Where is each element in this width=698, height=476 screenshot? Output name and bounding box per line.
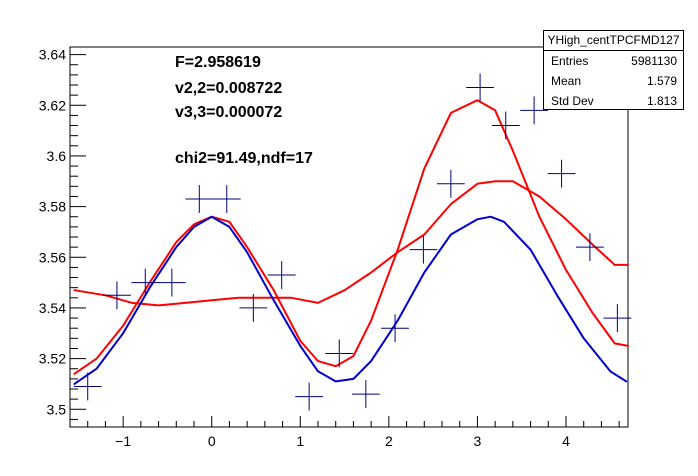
data-point <box>157 268 186 297</box>
data-points <box>73 73 632 411</box>
data-point <box>131 268 160 297</box>
fit-curve-1 <box>73 99 629 375</box>
data-point <box>491 111 520 140</box>
y-tick-label: 3.52 <box>39 351 66 367</box>
stats-row-stddev: Std Dev 1.813 <box>544 91 683 111</box>
data-point <box>325 339 354 368</box>
x-tick-label: 1 <box>296 433 304 449</box>
fit-curves <box>73 99 629 385</box>
data-point <box>576 233 604 262</box>
fit-curve-0 <box>73 180 629 307</box>
fit-text-v33: v3,3=0.000072 <box>175 104 283 121</box>
data-point <box>73 372 102 401</box>
data-point <box>212 185 241 213</box>
y-tick-label: 3.5 <box>47 401 67 417</box>
fit-text-f: F=2.958619 <box>175 54 261 71</box>
x-axis-ticks: −1 0 1 2 3 4 <box>69 416 620 449</box>
y-axis-ticks: 3.5 3.52 3.54 3.56 3.58 3.6 3.62 3.64 <box>39 47 86 420</box>
x-tick-label: 0 <box>208 433 216 449</box>
data-point <box>351 380 380 408</box>
data-point <box>103 281 131 310</box>
stats-value: 1.813 <box>646 94 677 108</box>
stats-title: YHigh_centTPCFMD127 <box>544 31 683 51</box>
y-tick-label: 3.54 <box>39 300 66 316</box>
stats-value: 5981130 <box>631 54 677 68</box>
x-tick-label: −1 <box>115 433 131 449</box>
stats-value: 1.579 <box>646 74 677 88</box>
x-tick-label: 3 <box>474 433 482 449</box>
y-tick-label: 3.6 <box>47 148 67 164</box>
x-tick-label: 4 <box>562 433 570 449</box>
data-point <box>547 159 576 188</box>
y-tick-label: 3.62 <box>39 97 66 113</box>
y-tick-label: 3.56 <box>39 249 66 265</box>
stats-box: YHigh_centTPCFMD127 Entries 5981130 Mean… <box>543 30 684 110</box>
fit-text-chi2: chi2=91.49,ndf=17 <box>175 150 313 167</box>
stats-label: Entries <box>551 54 589 68</box>
data-point <box>603 304 632 332</box>
data-point <box>409 235 438 264</box>
data-point <box>381 314 409 343</box>
data-point <box>466 73 494 102</box>
x-tick-label: 2 <box>385 433 393 449</box>
y-tick-label: 3.58 <box>39 199 66 215</box>
data-point <box>436 169 465 198</box>
stats-row-entries: Entries 5981130 <box>544 51 683 71</box>
data-point <box>185 185 214 213</box>
data-point <box>239 294 268 322</box>
data-point <box>295 382 324 411</box>
stats-label: Std Dev <box>551 94 594 108</box>
fit-text-v22: v2,2=0.008722 <box>175 80 283 97</box>
data-point <box>267 261 296 289</box>
stats-label: Mean <box>551 74 582 88</box>
fit-curve-2 <box>73 215 628 385</box>
y-tick-label: 3.64 <box>39 47 66 63</box>
stats-row-mean: Mean 1.579 <box>544 71 683 91</box>
data-point <box>520 96 549 125</box>
